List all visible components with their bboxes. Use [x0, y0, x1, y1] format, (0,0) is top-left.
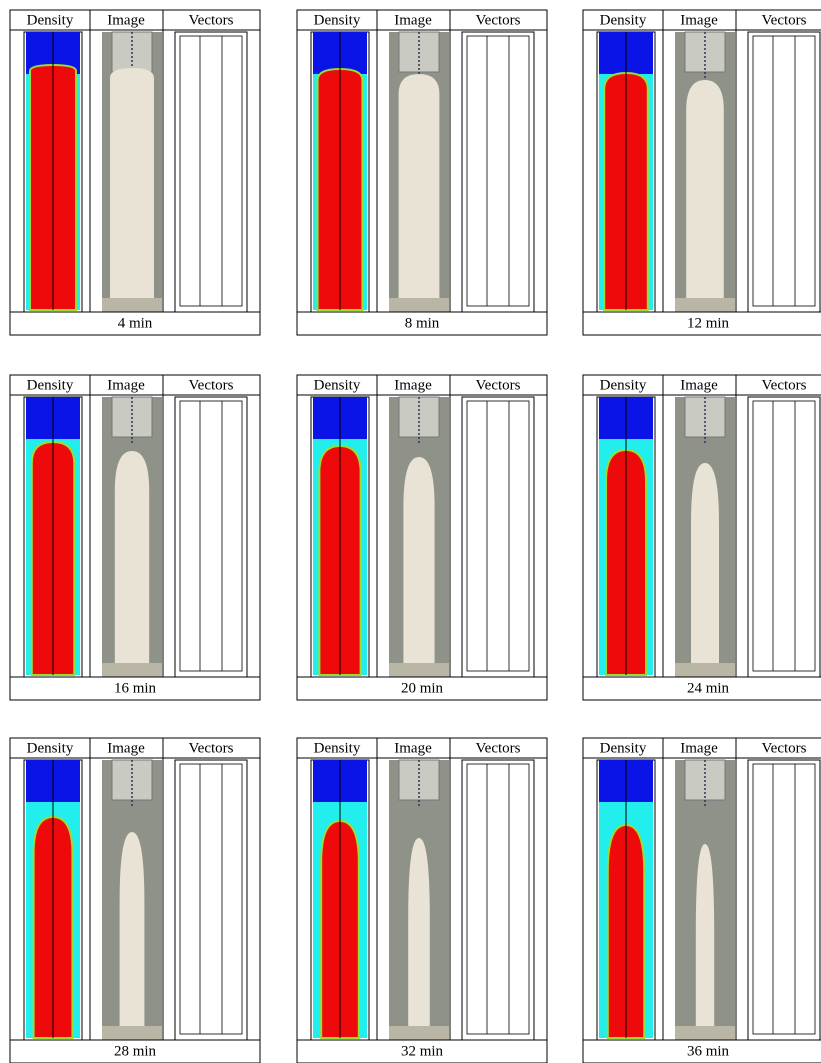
time-label: 32 min	[401, 1043, 444, 1059]
column-header: Image	[394, 12, 432, 28]
vector-frame	[748, 397, 820, 677]
time-label: 36 min	[687, 1043, 730, 1059]
column-header: Image	[394, 377, 432, 393]
panel: Density Image Vectors 12 min	[583, 10, 821, 335]
panel: Density Image Vectors 4 min	[10, 10, 260, 335]
vector-frame	[462, 397, 534, 677]
panel: Density Image Vectors 8 min	[297, 10, 547, 335]
column-header: Density	[314, 12, 361, 28]
time-label: 20 min	[401, 680, 444, 696]
vector-frame	[175, 32, 247, 312]
photo-column	[120, 832, 145, 1028]
time-label: 8 min	[405, 315, 440, 331]
column-header: Vectors	[476, 12, 521, 28]
photo-base	[102, 1026, 162, 1040]
panel: Density Image Vectors 20 min	[297, 375, 547, 700]
column-header: Image	[107, 377, 145, 393]
vector-frame	[175, 397, 247, 677]
column-header: Vectors	[476, 740, 521, 756]
vector-frame	[175, 760, 247, 1040]
column-header: Density	[314, 740, 361, 756]
column-header: Image	[680, 377, 718, 393]
photo-column	[403, 457, 434, 665]
photo-column	[686, 80, 724, 300]
vector-frame	[462, 760, 534, 1040]
photo-base	[675, 1026, 735, 1040]
photo-base	[675, 298, 735, 312]
photo-base	[102, 298, 162, 312]
column-header: Image	[680, 12, 718, 28]
time-label: 12 min	[687, 315, 730, 331]
photo-base	[675, 663, 735, 677]
column-header: Vectors	[476, 377, 521, 393]
photo-column	[399, 74, 440, 300]
column-header: Density	[600, 12, 647, 28]
column-header: Vectors	[189, 377, 234, 393]
time-label: 4 min	[118, 315, 153, 331]
photo-base	[102, 663, 162, 677]
panel: Density Image Vectors 32 min	[297, 738, 547, 1063]
column-header: Vectors	[189, 740, 234, 756]
time-label: 28 min	[114, 1043, 157, 1059]
vector-frame	[748, 760, 820, 1040]
photo-column	[110, 68, 154, 300]
column-header: Density	[27, 12, 74, 28]
column-header: Density	[27, 377, 74, 393]
column-header: Density	[27, 740, 74, 756]
photo-base	[389, 663, 449, 677]
column-header: Image	[394, 740, 432, 756]
vector-frame	[748, 32, 820, 312]
time-label: 16 min	[114, 680, 157, 696]
column-header: Vectors	[762, 12, 807, 28]
column-header: Vectors	[762, 740, 807, 756]
photo-column	[691, 463, 719, 665]
panel: Density Image Vectors 36 min	[583, 738, 821, 1063]
figure: Density Image Vectors 4 min Density Image Vect…	[0, 0, 821, 1063]
column-header: Vectors	[189, 12, 234, 28]
page: Density Image Vectors 4 min Density Image Vect…	[0, 0, 821, 1063]
photo-column	[115, 451, 149, 665]
column-header: Image	[107, 740, 145, 756]
photo-base	[389, 1026, 449, 1040]
photo-column	[696, 844, 714, 1028]
photo-base	[389, 298, 449, 312]
vector-frame	[462, 32, 534, 312]
column-header: Density	[314, 377, 361, 393]
column-header: Density	[600, 377, 647, 393]
column-header: Image	[680, 740, 718, 756]
panel: Density Image Vectors 16 min	[10, 375, 260, 700]
photo-column	[408, 838, 430, 1028]
column-header: Vectors	[762, 377, 807, 393]
column-header: Density	[600, 740, 647, 756]
time-label: 24 min	[687, 680, 730, 696]
panel: Density Image Vectors 24 min	[583, 375, 821, 700]
column-header: Image	[107, 12, 145, 28]
panel: Density Image Vectors 28 min	[10, 738, 260, 1063]
